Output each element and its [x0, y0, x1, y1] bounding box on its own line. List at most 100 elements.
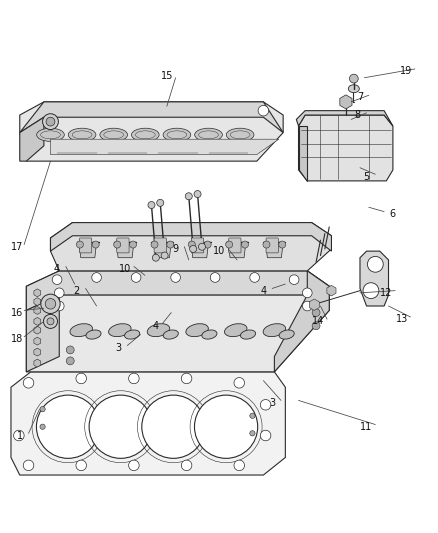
Polygon shape — [265, 243, 283, 258]
Text: 2: 2 — [74, 286, 80, 296]
Text: 13: 13 — [395, 314, 407, 324]
Polygon shape — [20, 102, 283, 133]
Circle shape — [194, 191, 201, 198]
Circle shape — [47, 318, 54, 325]
Circle shape — [278, 241, 285, 248]
Circle shape — [129, 241, 136, 248]
Circle shape — [311, 309, 319, 317]
Circle shape — [225, 241, 232, 248]
Text: 3: 3 — [115, 343, 121, 353]
Ellipse shape — [104, 131, 124, 139]
Circle shape — [161, 252, 168, 259]
Circle shape — [128, 460, 139, 471]
Polygon shape — [274, 271, 328, 372]
Ellipse shape — [240, 330, 255, 339]
Polygon shape — [191, 243, 208, 258]
Circle shape — [141, 395, 205, 458]
Circle shape — [54, 301, 64, 311]
Ellipse shape — [163, 128, 190, 141]
Polygon shape — [153, 243, 171, 258]
Circle shape — [249, 413, 254, 418]
Circle shape — [45, 298, 56, 309]
Circle shape — [52, 275, 62, 285]
Ellipse shape — [279, 330, 293, 339]
Circle shape — [76, 241, 83, 248]
Circle shape — [156, 199, 163, 206]
Circle shape — [233, 377, 244, 388]
Circle shape — [302, 301, 311, 311]
Circle shape — [76, 373, 86, 384]
Circle shape — [46, 117, 55, 126]
Polygon shape — [50, 139, 278, 155]
Text: 19: 19 — [399, 66, 411, 76]
Circle shape — [89, 395, 152, 458]
Polygon shape — [20, 117, 44, 161]
Circle shape — [289, 275, 298, 285]
Circle shape — [260, 430, 270, 441]
Circle shape — [210, 273, 219, 282]
Circle shape — [233, 460, 244, 471]
Circle shape — [148, 201, 155, 208]
Circle shape — [92, 273, 101, 282]
Text: 9: 9 — [172, 244, 178, 254]
Ellipse shape — [262, 324, 285, 337]
Circle shape — [188, 241, 195, 248]
Text: 4: 4 — [260, 286, 266, 296]
Ellipse shape — [163, 330, 178, 339]
Text: 6: 6 — [389, 209, 395, 219]
Circle shape — [204, 241, 211, 248]
Ellipse shape — [348, 85, 359, 93]
Circle shape — [128, 373, 139, 384]
Circle shape — [194, 395, 257, 458]
Text: 12: 12 — [379, 288, 392, 298]
Ellipse shape — [135, 131, 155, 139]
Circle shape — [241, 241, 248, 248]
Ellipse shape — [68, 128, 95, 141]
Circle shape — [66, 357, 74, 365]
Ellipse shape — [131, 128, 159, 141]
Polygon shape — [228, 243, 245, 258]
Circle shape — [76, 460, 86, 471]
Circle shape — [36, 395, 99, 458]
Circle shape — [258, 106, 268, 116]
Ellipse shape — [201, 330, 216, 339]
Text: 3: 3 — [268, 398, 275, 408]
Text: 18: 18 — [11, 334, 24, 344]
Circle shape — [54, 288, 64, 297]
Text: 5: 5 — [363, 172, 369, 182]
Ellipse shape — [185, 324, 208, 337]
Text: 10: 10 — [213, 246, 225, 256]
FancyBboxPatch shape — [191, 238, 203, 253]
FancyBboxPatch shape — [117, 238, 129, 253]
Circle shape — [131, 273, 141, 282]
Text: 8: 8 — [354, 110, 360, 120]
Text: 14: 14 — [311, 317, 324, 326]
Polygon shape — [20, 102, 283, 161]
Circle shape — [43, 314, 57, 328]
Polygon shape — [298, 126, 307, 181]
Circle shape — [367, 256, 382, 272]
Text: 4: 4 — [152, 321, 159, 331]
Ellipse shape — [124, 330, 139, 339]
Circle shape — [41, 294, 60, 313]
Circle shape — [23, 460, 34, 471]
Text: 4: 4 — [54, 264, 60, 273]
Circle shape — [113, 241, 120, 248]
Ellipse shape — [100, 128, 127, 141]
Circle shape — [249, 273, 259, 282]
FancyBboxPatch shape — [79, 238, 92, 253]
Polygon shape — [296, 111, 392, 126]
Text: 7: 7 — [356, 93, 362, 102]
Circle shape — [260, 400, 270, 410]
Polygon shape — [359, 251, 388, 306]
Circle shape — [40, 424, 45, 430]
Text: 10: 10 — [119, 264, 131, 273]
Ellipse shape — [224, 324, 247, 337]
Circle shape — [42, 114, 58, 130]
Circle shape — [151, 241, 158, 248]
Ellipse shape — [40, 131, 60, 139]
Circle shape — [23, 377, 34, 388]
Polygon shape — [79, 243, 96, 258]
Polygon shape — [116, 243, 134, 258]
Polygon shape — [11, 372, 285, 475]
